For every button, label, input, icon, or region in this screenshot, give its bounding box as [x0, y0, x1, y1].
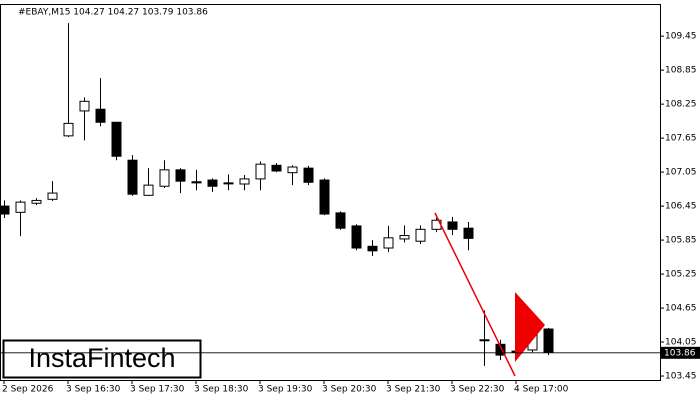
candle-body — [143, 184, 154, 196]
candle-body — [223, 182, 234, 185]
x-tick-label: 3 Sep 17:30 — [130, 385, 185, 395]
candle-body — [63, 122, 74, 137]
candle-body — [0, 205, 10, 215]
y-tick-label: 108.25 — [665, 100, 697, 110]
candle-body — [287, 166, 298, 174]
pattern-pennant — [515, 292, 545, 362]
y-tick-label: 109.45 — [665, 32, 697, 42]
y-tick-label: 108.85 — [665, 66, 697, 76]
candle-body — [367, 245, 378, 252]
candle-body — [271, 164, 282, 172]
candle-body — [303, 167, 314, 183]
x-tick-label: 3 Sep 20:30 — [322, 385, 377, 395]
logo-box — [2, 339, 202, 379]
candle-body — [415, 228, 426, 242]
candle-body — [495, 343, 506, 356]
x-tick-label: 3 Sep 21:30 — [386, 385, 441, 395]
y-tick-label: 104.65 — [665, 304, 697, 314]
candle-body — [239, 178, 250, 185]
logo: InstaFintech — [2, 339, 202, 379]
candle-body — [159, 169, 170, 187]
candle-body — [479, 339, 490, 342]
candle-body — [207, 179, 218, 187]
chart-title: #EBAY,M15 104.27 104.27 103.79 103.86 — [18, 8, 208, 18]
last-price-box — [660, 346, 700, 359]
y-tick-label: 107.65 — [665, 134, 697, 144]
candle-body — [15, 201, 26, 213]
candle-body — [463, 227, 474, 239]
candle-body — [47, 192, 58, 200]
pattern-pole — [434, 212, 516, 377]
candle-body — [543, 328, 554, 353]
y-tick-label: 107.05 — [665, 168, 697, 178]
candle-body — [175, 169, 186, 182]
last-price-label: 103.86 — [664, 348, 696, 358]
candle-body — [111, 121, 122, 157]
x-tick-label: 3 Sep 19:30 — [258, 385, 313, 395]
candle-body — [319, 179, 330, 215]
y-tick-label: 106.45 — [665, 202, 697, 212]
y-tick-label: 103.45 — [665, 372, 697, 382]
y-tick-label: 105.85 — [665, 236, 697, 246]
candle-body — [447, 221, 458, 230]
x-tick-label: 3 Sep 22:30 — [450, 385, 505, 395]
plot-frame — [0, 4, 661, 381]
candle-body — [399, 235, 410, 240]
candle-body — [127, 159, 138, 195]
y-tick-label: 104.05 — [665, 338, 697, 348]
x-tick-label: 3 Sep 16:30 — [66, 385, 121, 395]
candle-body — [191, 181, 202, 184]
candle-body — [95, 108, 106, 123]
candle-body — [79, 100, 90, 112]
candle-body — [335, 212, 346, 229]
x-tick-label: 3 Sep 18:30 — [194, 385, 249, 395]
candles — [0, 23, 554, 366]
x-tick-label: 4 Sep 17:00 — [514, 385, 569, 395]
y-tick-label: 105.25 — [665, 270, 697, 280]
logo-text: InstaFintech — [28, 343, 175, 373]
x-tick-label: 2 Sep 2026 — [2, 385, 54, 395]
candle-body — [255, 163, 266, 180]
candle-body — [383, 237, 394, 249]
candle-body — [351, 225, 362, 249]
candle-body — [31, 199, 42, 204]
